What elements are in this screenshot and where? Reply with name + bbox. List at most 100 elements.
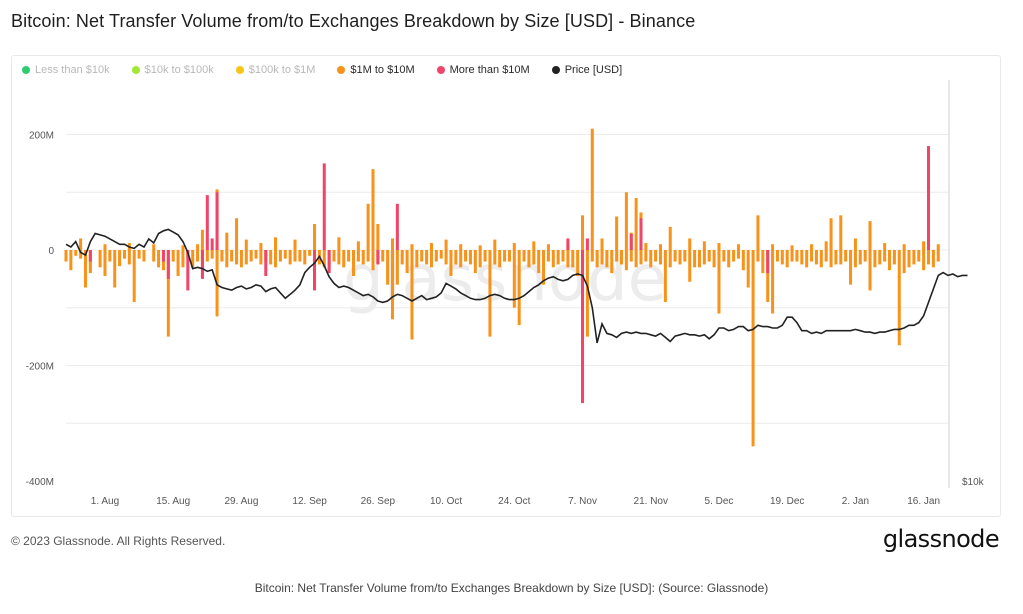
x-tick-label: 16. Jan bbox=[907, 496, 940, 507]
bar-1m-10m bbox=[551, 250, 555, 268]
bar-1m-10m-positive bbox=[839, 215, 843, 250]
bar-1m-10m bbox=[819, 250, 823, 268]
bar-1m-10m bbox=[191, 250, 195, 268]
legend-dot-icon bbox=[337, 66, 346, 74]
bar-1m-10m-positive bbox=[771, 244, 775, 250]
bar-1m-10m bbox=[863, 250, 867, 262]
bar-more-than-10m bbox=[766, 250, 770, 274]
bar-1m-10m bbox=[225, 250, 229, 268]
legend-item-more-than-10m[interactable]: More than $10M bbox=[436, 64, 530, 76]
bar-1m-10m bbox=[210, 250, 214, 259]
bar-1m-10m bbox=[883, 250, 887, 262]
bar-more-than-10m bbox=[327, 250, 331, 274]
legend-item-less-than-10k[interactable]: Less than $10k bbox=[22, 64, 110, 76]
bar-1m-10m-positive bbox=[410, 244, 414, 250]
bar-1m-10m-positive bbox=[200, 229, 204, 250]
bar-1m-10m-positive bbox=[717, 243, 721, 250]
bar-1m-10m bbox=[293, 250, 297, 262]
bar-1m-10m bbox=[795, 250, 799, 262]
bar-1m-10m bbox=[678, 250, 682, 265]
bar-1m-10m bbox=[800, 250, 804, 265]
bar-1m-10m-positive bbox=[624, 192, 628, 250]
bar-1m-10m-positive bbox=[444, 239, 448, 250]
bar-1m-10m bbox=[512, 250, 516, 308]
bar-1m-10m-positive bbox=[810, 244, 814, 250]
bar-1m-10m bbox=[395, 250, 399, 285]
bar-1m-10m bbox=[810, 250, 814, 262]
bar-1m-10m bbox=[473, 250, 477, 274]
bar-1m-10m bbox=[712, 250, 716, 268]
bar-1m-10m bbox=[98, 250, 102, 268]
bar-1m-10m bbox=[897, 250, 901, 346]
bar-1m-10m bbox=[449, 250, 453, 276]
bar-1m-10m bbox=[912, 250, 916, 265]
bar-1m-10m bbox=[673, 250, 677, 262]
bar-1m-10m-positive bbox=[79, 238, 83, 250]
bar-1m-10m bbox=[605, 250, 609, 268]
bar-1m-10m bbox=[936, 250, 940, 262]
bar-1m-10m-positive bbox=[790, 245, 794, 250]
bar-1m-10m bbox=[824, 250, 828, 262]
bar-1m-10m bbox=[464, 250, 468, 262]
bar-1m-10m-positive bbox=[196, 244, 200, 250]
bar-1m-10m bbox=[931, 250, 935, 268]
bar-1m-10m bbox=[839, 250, 843, 265]
bar-1m-10m bbox=[834, 250, 838, 265]
bar-1m-10m bbox=[356, 250, 360, 262]
bar-1m-10m bbox=[269, 250, 273, 265]
bar-1m-10m bbox=[814, 250, 818, 265]
bar-1m-10m-positive bbox=[181, 245, 185, 250]
bar-1m-10m bbox=[239, 250, 243, 268]
bar-1m-10m bbox=[556, 250, 560, 265]
bar-1m-10m bbox=[639, 250, 643, 265]
bar-more-than-10m bbox=[161, 250, 165, 262]
bar-1m-10m-positive bbox=[922, 241, 926, 250]
legend-item-100k-to-1m[interactable]: $100k to $1M bbox=[235, 64, 315, 76]
bar-1m-10m bbox=[858, 250, 862, 265]
bar-1m-10m bbox=[400, 250, 404, 265]
bar-1m-10m bbox=[736, 250, 740, 259]
chart-legend: Less than $10k $10k to $100k $100k to $1… bbox=[22, 64, 644, 76]
x-tick-label: 21. Nov bbox=[634, 496, 668, 507]
bar-1m-10m bbox=[532, 250, 536, 265]
bar-1m-10m bbox=[522, 250, 526, 262]
bar-more-than-10m bbox=[581, 250, 585, 404]
legend-item-10k-to-100k[interactable]: $10k to $100k bbox=[131, 64, 214, 76]
bar-1m-10m-positive bbox=[600, 238, 604, 250]
bar-1m-10m bbox=[249, 250, 253, 262]
bar-1m-10m-positive bbox=[868, 221, 872, 250]
bar-1m-10m bbox=[775, 250, 779, 262]
bar-1m-10m bbox=[595, 250, 599, 268]
bar-1m-10m-positive bbox=[634, 198, 638, 250]
bar-1m-10m bbox=[922, 250, 926, 271]
bar-1m-10m bbox=[537, 250, 541, 274]
glassnode-logo: glassnode bbox=[882, 525, 1000, 553]
legend-dot-icon bbox=[436, 66, 445, 74]
bar-1m-10m bbox=[771, 250, 775, 314]
bar-1m-10m-positive bbox=[376, 224, 380, 250]
bar-1m-10m-positive bbox=[546, 244, 550, 250]
bar-1m-10m-positive bbox=[493, 239, 497, 250]
x-tick-label: 5. Dec bbox=[705, 496, 734, 507]
x-tick-label: 12. Sep bbox=[292, 496, 327, 507]
legend-item-1m-to-10m[interactable]: $1M to $10M bbox=[337, 64, 415, 76]
bar-1m-10m bbox=[697, 250, 701, 268]
bar-1m-10m-positive bbox=[293, 239, 297, 250]
bar-1m-10m bbox=[361, 250, 365, 265]
bar-1m-10m bbox=[322, 250, 326, 268]
bar-1m-10m bbox=[507, 250, 511, 262]
bar-1m-10m bbox=[873, 250, 877, 268]
x-tick-label: 15. Aug bbox=[156, 496, 190, 507]
bar-1m-10m bbox=[171, 250, 175, 262]
legend-label: More than $10M bbox=[449, 64, 530, 76]
x-tick-label: 19. Dec bbox=[770, 496, 804, 507]
legend-item-price-usd[interactable]: Price [USD] bbox=[551, 64, 622, 76]
chart-title: Bitcoin: Net Transfer Volume from/to Exc… bbox=[11, 11, 696, 31]
bar-1m-10m bbox=[624, 250, 628, 271]
y-tick-label: -200M bbox=[26, 362, 54, 373]
bar-1m-10m bbox=[425, 250, 429, 265]
bar-more-than-10m bbox=[200, 250, 204, 279]
bar-1m-10m-positive bbox=[371, 169, 375, 250]
bar-1m-10m bbox=[761, 250, 765, 274]
bar-more-than-10m-positive bbox=[629, 233, 633, 250]
